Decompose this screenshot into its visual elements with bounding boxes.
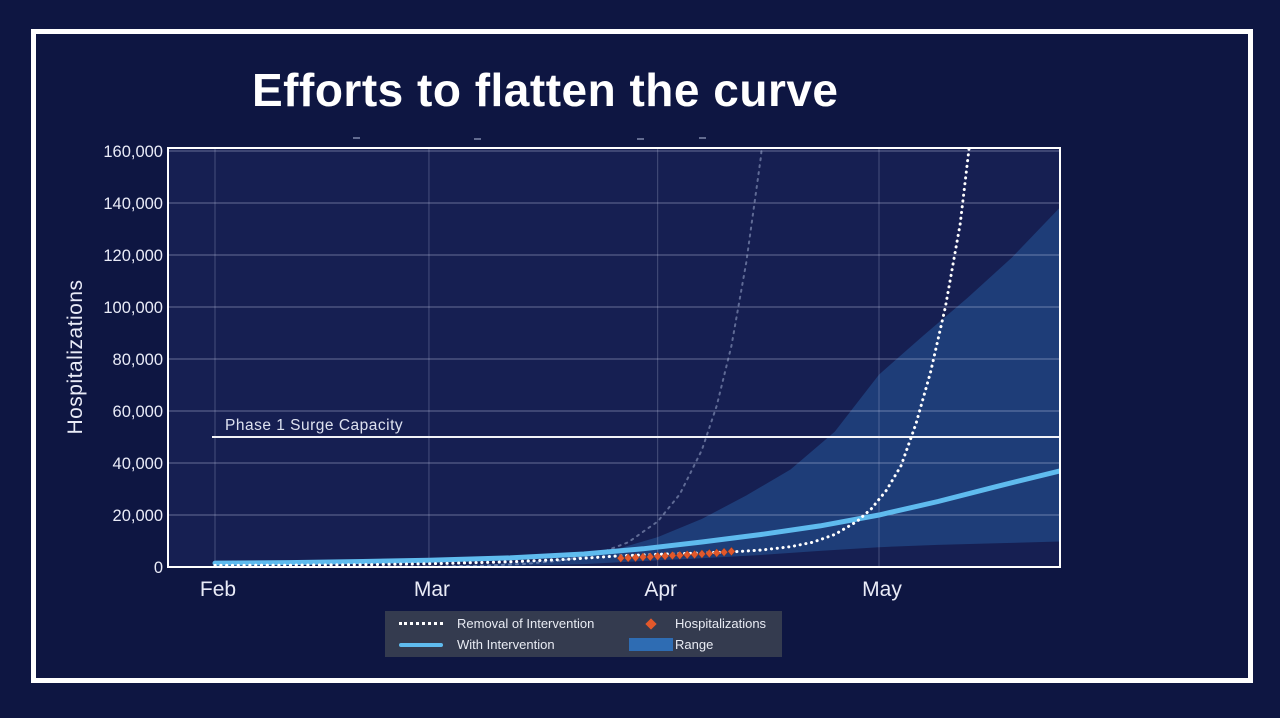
x-tick-label: Feb xyxy=(200,578,236,601)
with-intervention-curve xyxy=(212,468,1060,566)
y-tick-label: 100,000 xyxy=(103,299,163,317)
range-area-swatch xyxy=(629,638,673,651)
x-tick-label: May xyxy=(862,578,902,601)
y-tick-label: 160,000 xyxy=(103,143,163,161)
hospitalization-data-point xyxy=(624,553,633,563)
legend-item-range: Range xyxy=(627,635,782,655)
chart-border xyxy=(167,147,1061,568)
hospitalization-data-point xyxy=(698,549,706,559)
chart-legend: Removal of Intervention Hospitalizations… xyxy=(385,611,782,657)
orange-diamond-swatch xyxy=(645,617,657,630)
range-area xyxy=(429,207,1060,567)
hospitalization-data-point xyxy=(727,546,736,556)
dotted-line-swatch xyxy=(399,622,443,625)
hospitalization-data-point xyxy=(661,551,669,561)
hospitalization-data-point xyxy=(638,552,647,562)
hospitalization-data-point xyxy=(646,552,655,562)
legend-label: Removal of Intervention xyxy=(457,616,595,631)
x-tick-label: Mar xyxy=(414,578,450,601)
y-tick-label: 40,000 xyxy=(113,455,163,473)
y-tick-label: 140,000 xyxy=(103,195,163,213)
swatch-cell xyxy=(627,638,675,651)
legend-item-with-intervention: With Intervention xyxy=(385,635,627,655)
hospitalization-data-point xyxy=(675,550,684,560)
artifact-dash xyxy=(353,137,360,139)
y-tick-label: 80,000 xyxy=(113,351,163,369)
y-tick-label: 20,000 xyxy=(113,507,163,525)
hospitalization-data-point xyxy=(690,549,699,560)
legend-item-removal-of-intervention: Removal of Intervention xyxy=(385,614,627,634)
hospitalization-data-point xyxy=(720,547,728,557)
hospitalization-data-point xyxy=(683,550,692,560)
surge-capacity-label: Phase 1 Surge Capacity xyxy=(225,417,403,434)
removal-of-intervention-curve xyxy=(213,148,971,567)
slide-title: Efforts to flatten the curve xyxy=(252,64,839,116)
legend-item-hospitalizations: Hospitalizations xyxy=(627,614,782,634)
artifact-dash xyxy=(637,138,644,140)
hospitalization-data-point xyxy=(712,548,721,558)
hospitalization-data-point xyxy=(668,550,677,561)
hospitalization-data-point xyxy=(705,548,714,559)
y-tick-label: 120,000 xyxy=(103,247,163,265)
legend-label: With Intervention xyxy=(457,637,555,652)
blue-line-swatch xyxy=(399,642,443,647)
artifact-dash xyxy=(699,137,706,139)
swatch-cell xyxy=(627,617,675,630)
hospitalization-data-point xyxy=(616,553,625,563)
legend-label: Hospitalizations xyxy=(675,616,767,631)
y-tick-label: 60,000 xyxy=(113,403,163,421)
x-tick-label: Apr xyxy=(644,578,677,601)
artifact-dash xyxy=(474,138,481,140)
legend-label: Range xyxy=(675,637,714,652)
hospitalization-data-point xyxy=(631,553,640,563)
swatch-cell xyxy=(385,622,457,625)
hospitalization-data-point xyxy=(653,551,662,561)
swatch-cell xyxy=(385,642,457,647)
plot-area xyxy=(168,148,1060,567)
y-tick-label: 0 xyxy=(154,559,163,577)
